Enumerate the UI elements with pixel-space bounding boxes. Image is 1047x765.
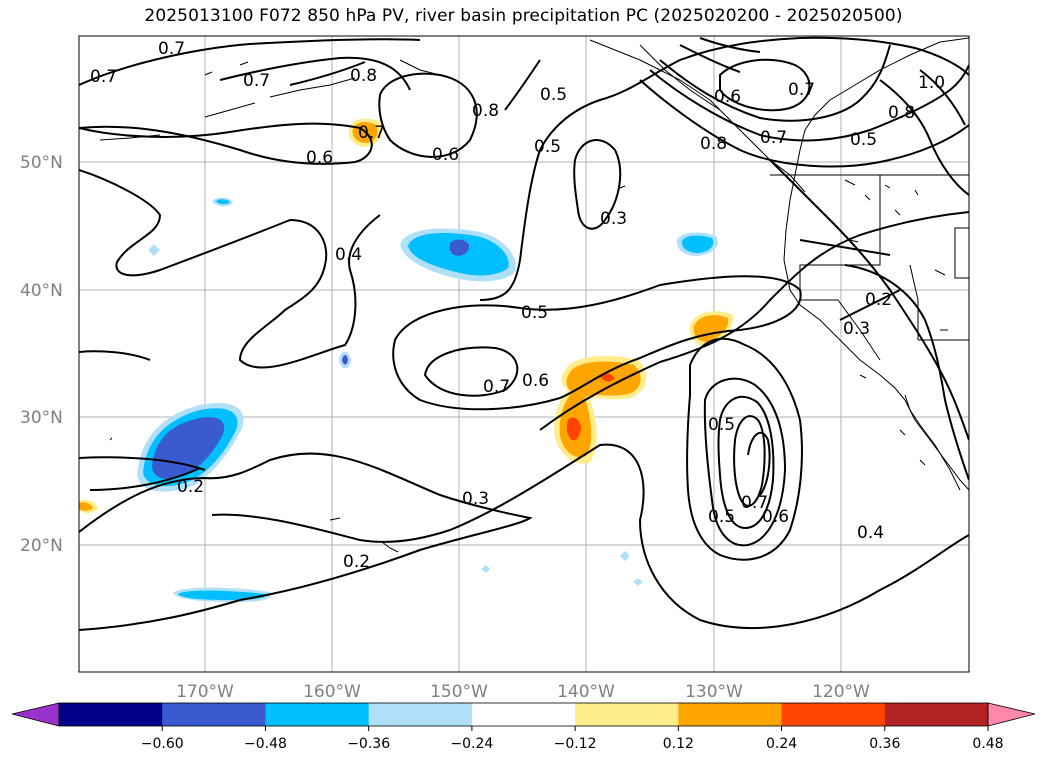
map-panel [79, 36, 969, 672]
contour-label: 0.3 [462, 489, 489, 509]
lon-label: 140°W [557, 682, 615, 702]
lon-label: 150°W [430, 682, 488, 702]
contour-label: 0.5 [534, 137, 561, 157]
colorbar: −0.60 −0.48 −0.36 −0.24 −0.12 0.12 0.24 0.36 0.4… [11, 702, 1036, 752]
colorbar-cell [162, 703, 266, 726]
contour-label: 0.3 [843, 319, 870, 339]
colorbar-tick-label: 0.24 [766, 736, 797, 752]
lat-label: 50°N [20, 153, 63, 173]
contour-label: 0.2 [177, 477, 204, 497]
colorbar-cell [265, 703, 370, 726]
contour-label: 0.5 [540, 85, 567, 105]
lon-label: 170°W [176, 682, 234, 702]
colorbar-tick-label: 0.48 [972, 736, 1003, 752]
positive-shading [79, 118, 734, 514]
contour-label: 0.8 [888, 103, 915, 123]
lat-label: 20°N [20, 536, 63, 556]
colorbar-cell [575, 703, 679, 726]
contour-label: 0.7 [741, 493, 768, 513]
contour-label: 0.8 [472, 101, 499, 121]
lon-label: 120°W [812, 682, 870, 702]
contour-label: 0.6 [522, 371, 549, 391]
colorbar-tick-label: −0.60 [141, 736, 184, 752]
colorbar-tick-label: −0.24 [450, 736, 493, 752]
colorbar-cell [471, 703, 576, 726]
longitude-labels: 170°W 160°W 150°W 140°W 130°W 120°W [176, 682, 870, 702]
pv-contours [79, 36, 969, 631]
contour-label: 0.8 [700, 134, 727, 154]
negative-shading [137, 197, 718, 602]
contour-label: 0.2 [343, 552, 370, 572]
latitude-labels: 50°N 40°N 30°N 20°N [20, 153, 63, 556]
colorbar-extend-right [987, 702, 1036, 727]
contour-label: 0.7 [760, 128, 787, 148]
contour-label: 0.7 [90, 67, 117, 87]
contour-label: 0.7 [358, 123, 385, 143]
colorbar-cell [678, 703, 783, 726]
contour-label: 0.6 [714, 87, 741, 107]
contour-label: 0.7 [483, 377, 510, 397]
colorbar-frame [58, 702, 989, 727]
contour-label: 1.0 [918, 73, 945, 93]
contour-label: 0.5 [708, 415, 735, 435]
colorbar-tick-label: 0.36 [869, 736, 900, 752]
lon-label: 130°W [685, 682, 743, 702]
contour-label: 0.7 [243, 71, 270, 91]
contour-label: 0.4 [335, 245, 362, 265]
contour-label: 0.7 [788, 80, 815, 100]
contour-label: 0.6 [762, 507, 789, 527]
lat-label: 30°N [20, 408, 63, 428]
colorbar-cell [368, 703, 473, 726]
contour-label: 0.5 [521, 303, 548, 323]
colorbar-cell [781, 703, 886, 726]
colorbar-tick-label: −0.12 [554, 736, 597, 752]
map-frame [78, 35, 970, 673]
contour-low-south [79, 452, 533, 631]
colorbar-tick-label: −0.48 [244, 736, 287, 752]
colorbar-cell [884, 703, 989, 726]
lon-label: 160°W [303, 682, 361, 702]
contour-label: 0.2 [865, 290, 892, 310]
contour-label: 0.5 [850, 130, 877, 150]
lat-label: 40°N [20, 281, 63, 301]
contour-label: 0.4 [857, 523, 884, 543]
map-title: 2025013100 F072 850 hPa PV, river basin … [144, 6, 903, 26]
contour-label: 0.8 [350, 66, 377, 86]
contour-labels: 0.7 0.7 0.7 0.8 0.7 0.6 0.6 0.5 0.8 0.5 … [90, 39, 945, 572]
colorbar-tick-label: 0.12 [663, 736, 694, 752]
contour-label: 0.3 [600, 209, 627, 229]
contour-label: 0.5 [708, 507, 735, 527]
colorbar-extend-left [11, 702, 60, 727]
colorbar-cell [59, 703, 163, 726]
colorbar-tick-label: −0.36 [347, 736, 390, 752]
coastlines [99, 37, 969, 553]
contour-label: 0.6 [432, 145, 459, 165]
contour-label: 0.6 [306, 148, 333, 168]
contour-label: 0.7 [158, 39, 185, 59]
